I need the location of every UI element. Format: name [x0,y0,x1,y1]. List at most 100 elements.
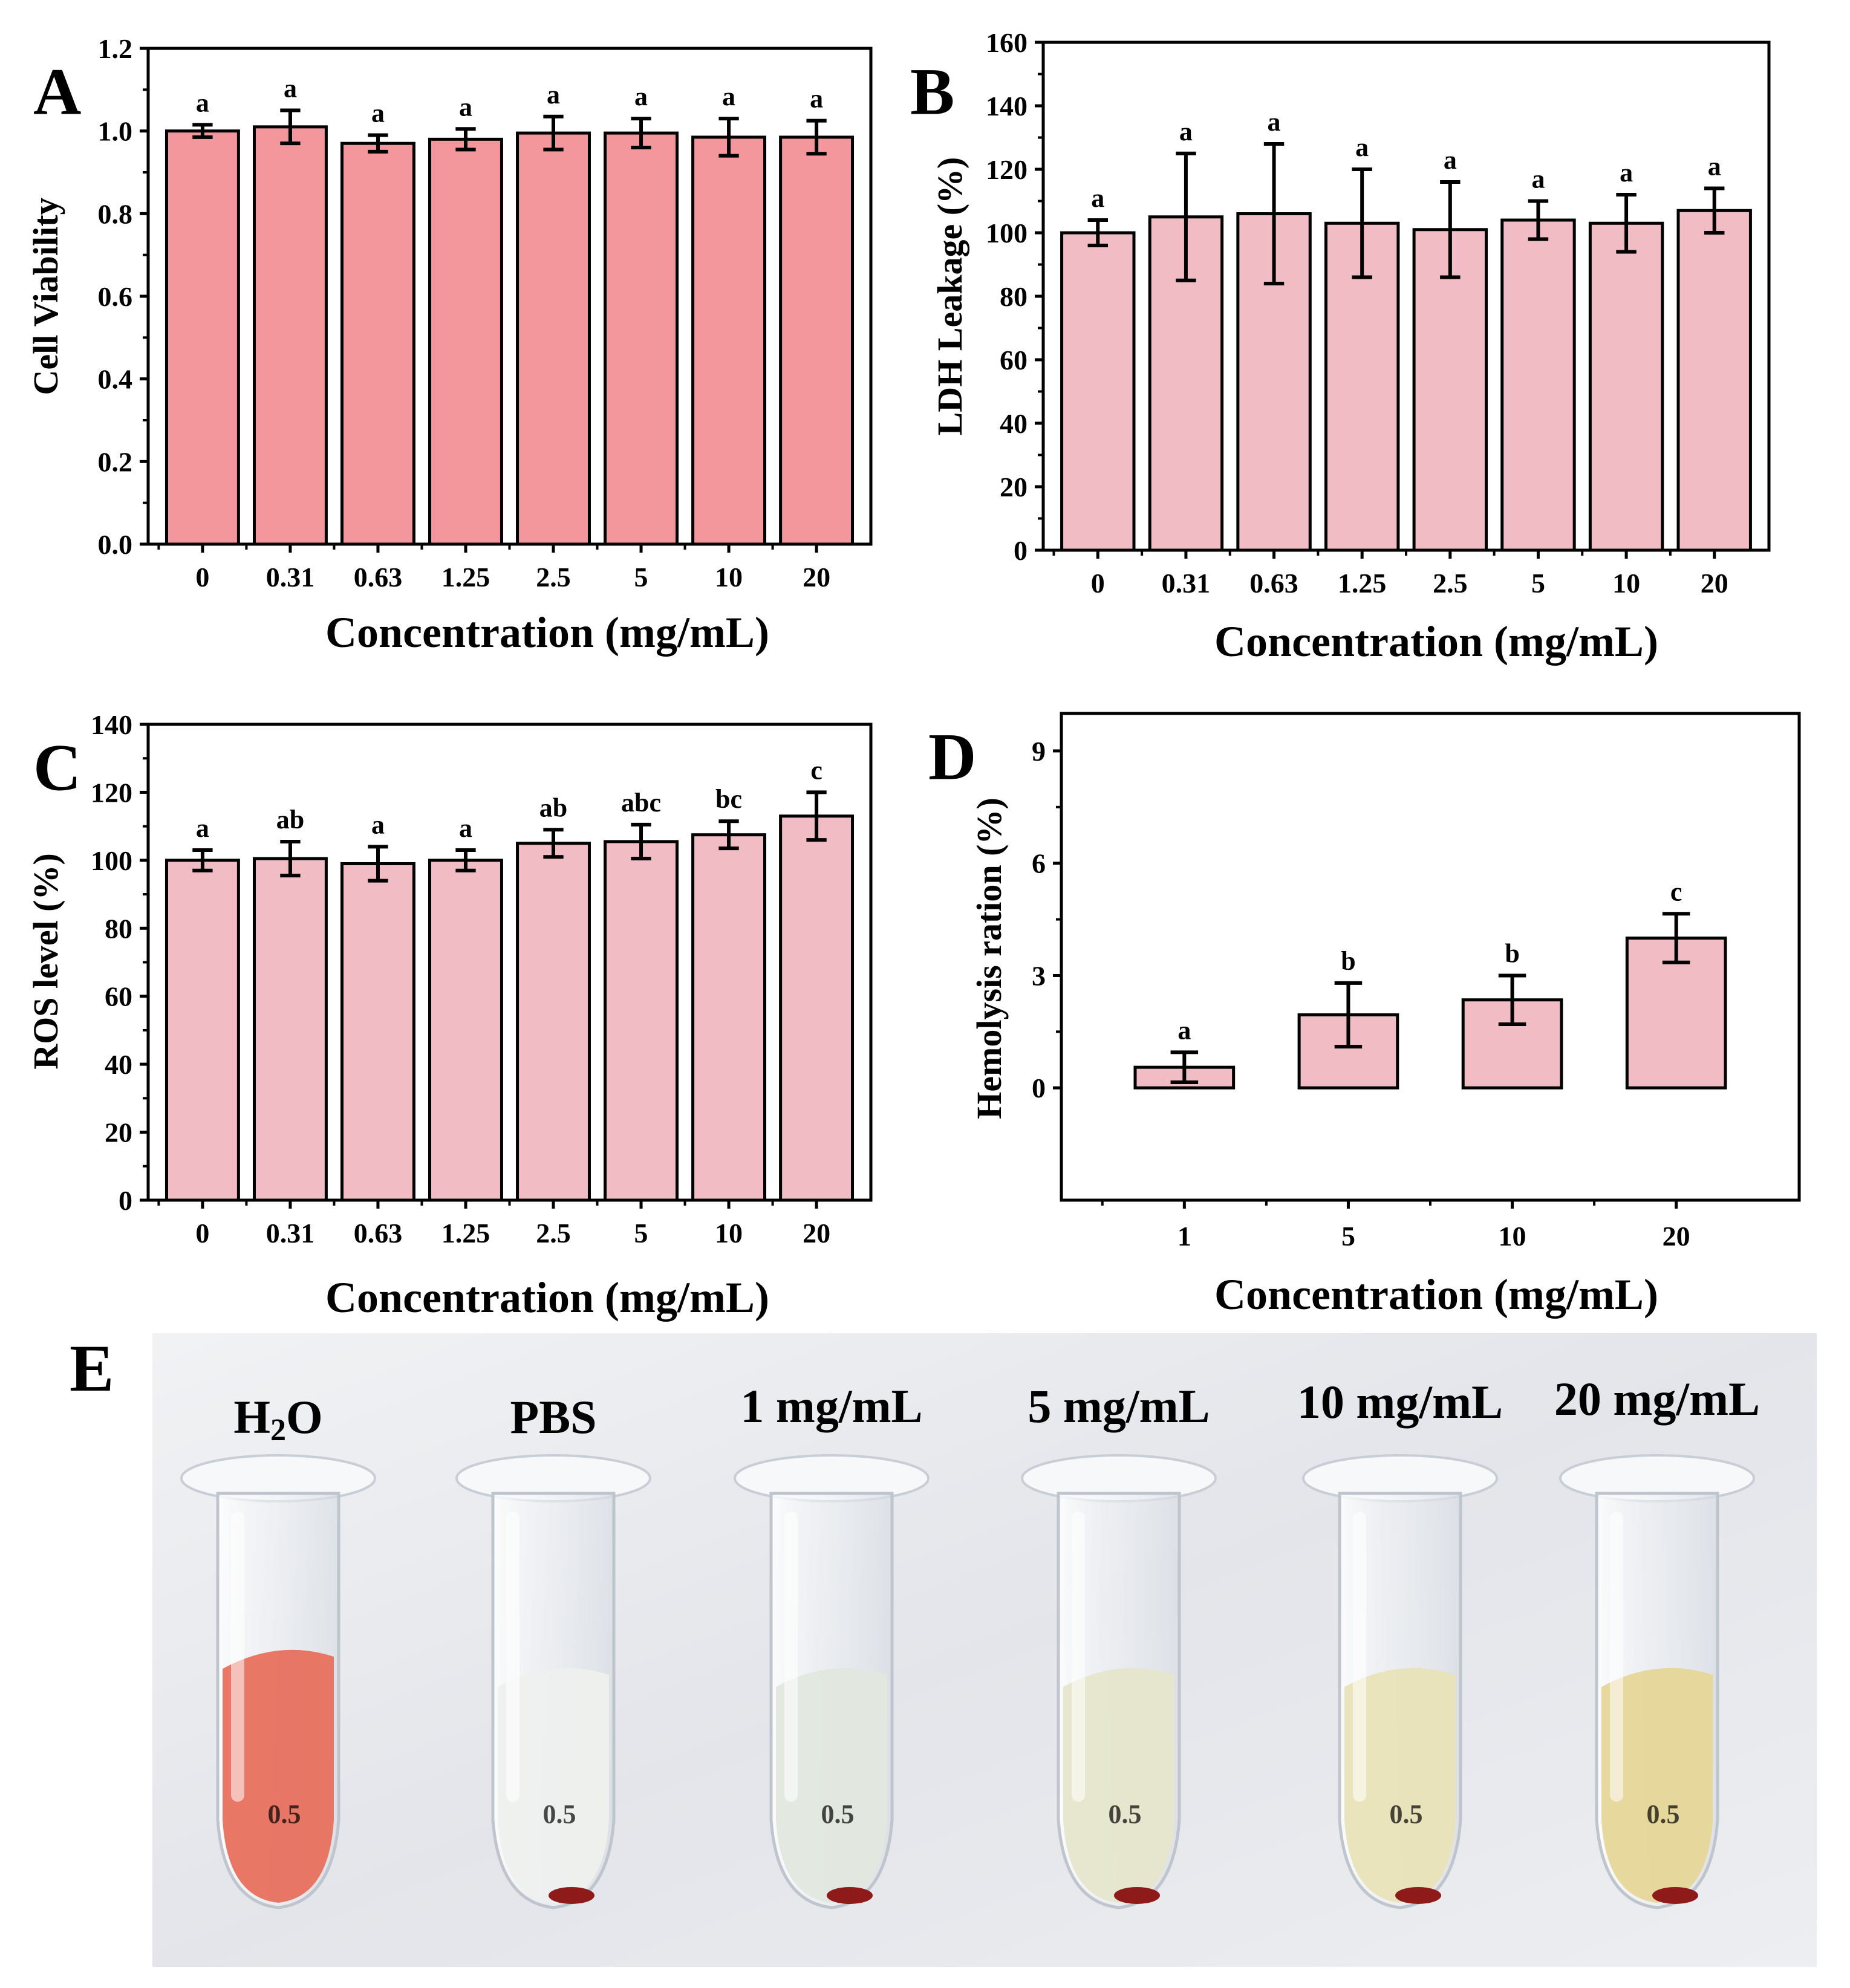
tube-liquid-1 [498,1668,609,1903]
error-bar-a-5 [631,117,651,149]
bar-c-2 [340,862,415,1202]
significance-b-2: a [1268,107,1281,137]
significance-c-4: ab [539,793,567,822]
y-axis-title-a: Cell Viability [26,197,65,395]
x-axis-title-b: Concentration (mg/mL) [1214,617,1658,666]
ytick-label-c-3: 60 [105,981,132,1012]
xtick-label-c-6: 10 [715,1218,743,1249]
xtick-label-a-1: 0.31 [266,562,315,593]
ytick-label-a-3: 0.6 [98,281,133,312]
tube-5: 0.5 [1559,1454,1755,1909]
tube-labels: H2O PBS 1 mg/mL 5 mg/mL 10 mg/mL 20 mg/m… [233,1372,1760,1447]
error-bar-b-6 [1616,193,1637,254]
xtick-label-d-3: 20 [1663,1221,1690,1252]
tube-0: 0.5 [180,1454,376,1909]
bar-c-4 [516,842,591,1202]
tube-pellet-3 [1114,1887,1160,1904]
xtick-label-d-0: 1 [1177,1221,1191,1252]
significance-c-0: a [196,813,209,843]
error-bar-d-3 [1662,912,1690,964]
tube-label-20mg: 20 mg/mL [1554,1372,1760,1425]
tube-4: 0.5 [1302,1454,1498,1909]
bar-c-5 [604,840,679,1202]
bar-a-4 [516,131,591,546]
significance-a-2: a [371,99,385,128]
ytick-label-b-8: 160 [986,27,1028,58]
ytick-label-b-7: 140 [986,91,1028,122]
significance-d-3: c [1670,877,1682,906]
xtick-label-c-5: 5 [634,1218,648,1249]
bar-a-2 [340,141,415,546]
error-bar-b-4 [1440,180,1461,279]
bar-a-0 [164,129,240,546]
tube-liquid-4 [1344,1668,1456,1903]
significance-c-1: ab [276,805,304,834]
significance-c-3: a [459,813,472,843]
significance-c-7: c [810,755,822,785]
significance-b-5: a [1531,164,1545,194]
tube-liquid-5 [1601,1668,1713,1903]
error-bar-c-7 [806,790,827,842]
ytick-label-b-5: 100 [986,218,1028,248]
error-bar-c-0 [192,848,213,872]
tubes-layer: 0.5 0.5 0.5 0.5 0.5 0.5 [180,1454,1755,1909]
error-bar-b-3 [1352,167,1372,279]
tube-liquid-3 [1063,1668,1174,1903]
significance-a-6: a [722,82,735,111]
error-bar-d-1 [1334,981,1363,1049]
panel-c-chart: Ca ab a a ab abc bc c 0 20 40 60 80 100 120 140 0 0.31 0.6… [26,709,873,1322]
ytick-label-d-2: 6 [1032,848,1046,879]
ytick-label-a-5: 1.0 [98,116,133,147]
ytick-label-b-1: 20 [1000,472,1028,502]
xtick-label-d-1: 5 [1341,1221,1355,1252]
panel-letter-e: E [70,1331,114,1405]
ytick-label-c-5: 100 [91,845,132,876]
ytick-label-b-2: 40 [1000,408,1028,439]
xtick-label-b-6: 10 [1612,568,1640,599]
ytick-label-d-1: 3 [1032,960,1046,991]
significance-b-1: a [1179,117,1193,146]
xtick-label-d-2: 10 [1499,1221,1526,1252]
panel-letter-b: B [910,54,954,128]
xtick-label-b-3: 1.25 [1338,568,1387,599]
xtick-label-c-7: 20 [803,1218,830,1249]
xtick-label-a-3: 1.25 [441,562,490,593]
significance-c-2: a [371,810,385,839]
tube-pellet-2 [827,1887,873,1904]
error-bar-c-5 [631,822,651,861]
photo-background [152,1333,1817,1967]
panel-letter-a: A [33,54,81,128]
ytick-label-c-1: 20 [105,1117,132,1148]
error-bar-c-4 [543,828,564,859]
xtick-label-a-4: 2.5 [536,562,571,593]
ytick-label-a-2: 0.4 [98,364,133,395]
significance-a-4: a [547,80,560,109]
error-bar-c-1 [280,839,301,878]
tube-liquid-2 [776,1668,887,1903]
tube-highlight-1 [506,1512,519,1802]
panel-letter-d: D [928,720,976,793]
bar-b-6 [1588,221,1664,552]
error-bar-a-4 [543,114,564,152]
tube-label-5mg: 5 mg/mL [1028,1380,1210,1432]
ytick-label-a-4: 0.8 [98,198,133,229]
significance-a-1: a [284,74,297,103]
y-axis-title-d: Hemolysis ration (%) [969,797,1009,1119]
bar-c-7 [779,814,855,1202]
error-bar-a-3 [455,127,476,152]
error-bar-a-7 [806,119,827,156]
tube-label-h2o: H2O [233,1391,322,1447]
tube-label-1mg: 1 mg/mL [740,1380,922,1432]
panel-b-chart: Ba a a a a a a a 0 20 40 60 80 100 120 140 160 0 0.31 0.63 1… [910,27,1771,666]
xtick-label-a-6: 10 [715,562,743,593]
significance-a-5: a [634,82,648,111]
bar-c-0 [164,859,240,1202]
tube-1: 0.5 [455,1454,651,1909]
tube-pellet-5 [1652,1887,1698,1904]
ytick-label-b-3: 60 [1000,345,1028,375]
panel-e-photo: E 0.5 0.5 0.5 0.5 0.5 0.5 H2O PBS 1 mg/mL 5 m… [70,1331,1817,1967]
